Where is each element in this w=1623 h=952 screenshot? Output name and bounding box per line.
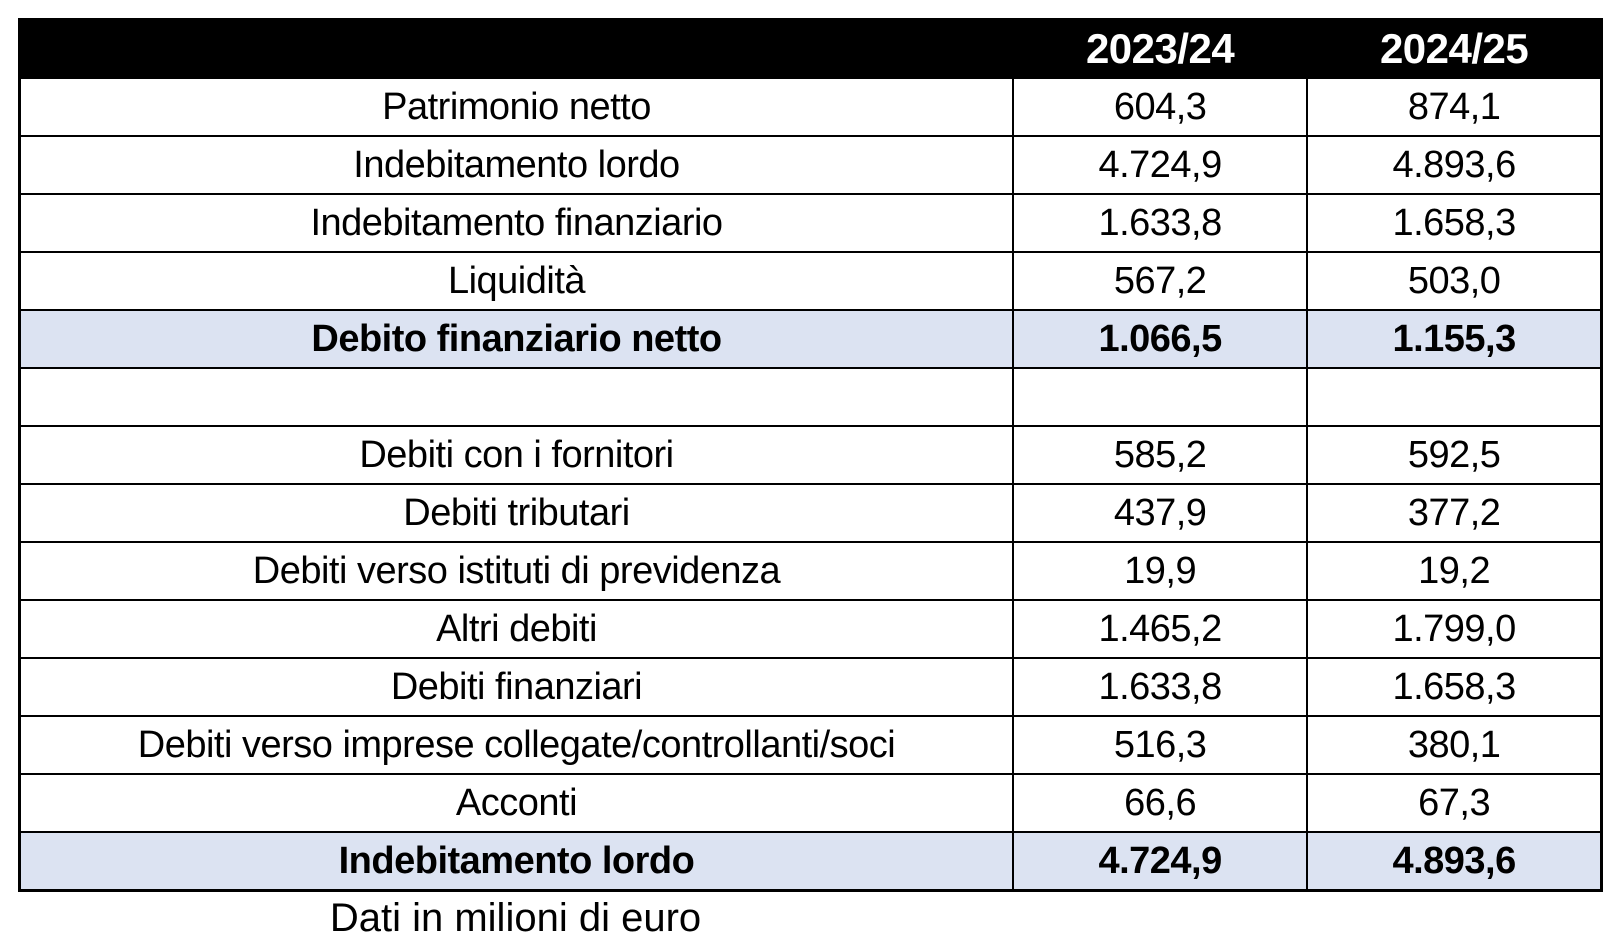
table-row: Indebitamento finanziario 1.633,8 1.658,… (18, 193, 1603, 253)
row-label-cell: Acconti (18, 773, 1014, 833)
table-footnote: Dati in milioni di euro (329, 896, 702, 940)
total-row: Indebitamento lordo 4.724,9 4.893,6 (18, 831, 1603, 892)
row-label-cell: Debiti finanziari (18, 657, 1014, 717)
value-cell-2024-25: 1.155,3 (1306, 309, 1603, 369)
value-cell-2023-24: 4.724,9 (1011, 831, 1309, 892)
value-cell-2024-25 (1306, 367, 1603, 427)
value-cell-2024-25: 67,3 (1306, 773, 1603, 833)
total-row: Debito finanziario netto 1.066,5 1.155,3 (18, 309, 1603, 369)
value-cell-2023-24: 1.465,2 (1011, 599, 1309, 659)
value-cell-2023-24: 4.724,9 (1011, 135, 1309, 195)
table-row: Debiti finanziari 1.633,8 1.658,3 (18, 657, 1603, 717)
row-label-cell: Altri debiti (18, 599, 1014, 659)
value-cell-2024-25: 874,1 (1306, 77, 1603, 137)
value-cell-2024-25: 1.658,3 (1306, 193, 1603, 253)
value-cell-2024-25: 4.893,6 (1306, 135, 1603, 195)
value-cell-2023-24: 567,2 (1011, 251, 1309, 311)
row-label-cell (18, 367, 1014, 427)
financial-table: 2023/24 2024/25 Patrimonio netto 604,3 8… (18, 18, 1603, 892)
table-row: Altri debiti 1.465,2 1.799,0 (18, 599, 1603, 659)
value-cell-2023-24: 66,6 (1011, 773, 1309, 833)
table-row: Acconti 66,6 67,3 (18, 773, 1603, 833)
value-cell-2024-25: 19,2 (1306, 541, 1603, 601)
value-cell-2024-25: 4.893,6 (1306, 831, 1603, 892)
row-label-cell: Indebitamento finanziario (18, 193, 1014, 253)
table-row: Debiti con i fornitori 585,2 592,5 (18, 425, 1603, 485)
value-cell-2024-25: 377,2 (1306, 483, 1603, 543)
corner-header-cell (18, 18, 1014, 79)
row-label-cell: Debiti con i fornitori (18, 425, 1014, 485)
table-row: Liquidità 567,2 503,0 (18, 251, 1603, 311)
value-cell-2024-25: 1.799,0 (1306, 599, 1603, 659)
value-cell-2023-24: 1.633,8 (1011, 657, 1309, 717)
value-cell-2023-24: 1.633,8 (1011, 193, 1309, 253)
value-cell-2024-25: 503,0 (1306, 251, 1603, 311)
table-row: Indebitamento lordo 4.724,9 4.893,6 (18, 135, 1603, 195)
row-label-cell: Debiti verso istituti di previdenza (18, 541, 1014, 601)
table-row: Debiti verso istituti di previdenza 19,9… (18, 541, 1603, 601)
value-cell-2024-25: 592,5 (1306, 425, 1603, 485)
year-header-2024-25: 2024/25 (1306, 18, 1603, 79)
row-label-cell: Debiti verso imprese collegate/controlla… (18, 715, 1014, 775)
row-label-cell: Indebitamento lordo (18, 135, 1014, 195)
value-cell-2023-24: 1.066,5 (1011, 309, 1309, 369)
table-row: Debiti verso imprese collegate/controlla… (18, 715, 1603, 775)
row-label-cell: Debiti tributari (18, 483, 1014, 543)
value-cell-2023-24: 516,3 (1011, 715, 1309, 775)
year-header-2023-24: 2023/24 (1011, 18, 1309, 79)
value-cell-2024-25: 380,1 (1306, 715, 1603, 775)
value-cell-2023-24: 585,2 (1011, 425, 1309, 485)
row-label-cell: Indebitamento lordo (18, 831, 1014, 892)
row-label-cell: Liquidità (18, 251, 1014, 311)
value-cell-2023-24 (1011, 367, 1309, 427)
row-label-cell: Debito finanziario netto (18, 309, 1014, 369)
spacer-row (18, 367, 1603, 427)
table-row: Debiti tributari 437,9 377,2 (18, 483, 1603, 543)
table-row: Patrimonio netto 604,3 874,1 (18, 77, 1603, 137)
value-cell-2023-24: 604,3 (1011, 77, 1309, 137)
row-label-cell: Patrimonio netto (18, 77, 1014, 137)
header-row: 2023/24 2024/25 (18, 18, 1603, 79)
value-cell-2024-25: 1.658,3 (1306, 657, 1603, 717)
value-cell-2023-24: 437,9 (1011, 483, 1309, 543)
value-cell-2023-24: 19,9 (1011, 541, 1309, 601)
